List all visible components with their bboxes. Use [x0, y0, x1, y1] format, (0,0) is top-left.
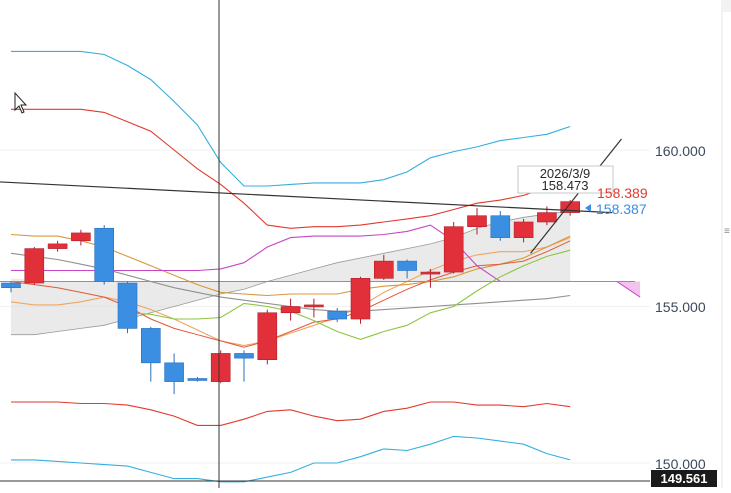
ichimoku-tenkan-line [10, 240, 571, 348]
axis-top-handle[interactable] [722, 0, 731, 12]
crosshair: 2026/3/9 158.473 [0, 0, 650, 488]
last-price-label: 149.561 [661, 471, 708, 486]
crosshair-date-label: 2026/3/9 [540, 166, 591, 181]
candle-body-5[interactable] [94, 227, 114, 282]
candle-body-21[interactable] [467, 215, 487, 227]
price-label-bid: 158.387 [596, 201, 647, 217]
candle-body-19[interactable] [420, 271, 441, 275]
candle-body-2[interactable] [24, 248, 45, 284]
candle-body-7[interactable] [141, 328, 161, 364]
candle-body-11[interactable] [234, 353, 254, 359]
bollinger-upper-2sigma [11, 108, 571, 229]
crosshair-label-box [517, 165, 614, 194]
candle-body-24[interactable] [537, 212, 557, 223]
axis-grip-icon[interactable]: ≡ [724, 226, 730, 237]
bollinger-lower-3sigma [11, 435, 571, 483]
mouse-pointer-icon [14, 91, 28, 114]
candle-body-12[interactable] [257, 312, 278, 361]
bollinger-lower-2sigma [11, 401, 571, 426]
candle-body-15[interactable] [327, 310, 348, 320]
candle-body-10[interactable] [210, 353, 231, 382]
candle-body-23[interactable] [513, 221, 534, 238]
candle-body-18[interactable] [397, 260, 417, 271]
candle-body-3[interactable] [47, 243, 68, 249]
price-label-ask: 158.389 [597, 185, 648, 201]
price-axis[interactable]: 160.000 155.000 150.000 158.389 158.387 … [585, 0, 731, 488]
last-price-box [651, 470, 717, 487]
trendline-2[interactable] [530, 138, 622, 254]
candle-body-6[interactable] [117, 282, 138, 329]
cloud-fill [11, 211, 571, 335]
crosshair-price-label: 158.473 [542, 178, 589, 193]
bollinger-upper-3sigma [11, 50, 571, 187]
candle-body-14[interactable] [304, 304, 324, 308]
candle-body-16[interactable] [350, 278, 371, 320]
trendlines[interactable] [0, 138, 622, 254]
candle-body-22[interactable] [490, 215, 511, 238]
trendline-1[interactable] [0, 181, 613, 214]
candle-body-20[interactable] [443, 226, 464, 273]
y-tick-label-155: 155.000 [655, 299, 706, 315]
candle-body-13[interactable] [280, 306, 301, 314]
candle-body-4[interactable] [71, 232, 91, 242]
candlestick-series[interactable] [1, 200, 581, 395]
y-tick-label-160: 160.000 [655, 143, 706, 159]
future-cloud-fill [570, 281, 641, 298]
candle-body-17[interactable] [373, 260, 394, 279]
candle-body-8[interactable] [164, 362, 184, 382]
y-tick-label-150: 150.000 [655, 456, 706, 472]
ichimoku-chikou-line [127, 249, 571, 340]
candle-body-9[interactable] [187, 378, 208, 381]
price-label-bid-arrow [585, 204, 591, 212]
candle-body-25[interactable] [560, 201, 581, 213]
candle-body-1[interactable] [1, 282, 21, 289]
